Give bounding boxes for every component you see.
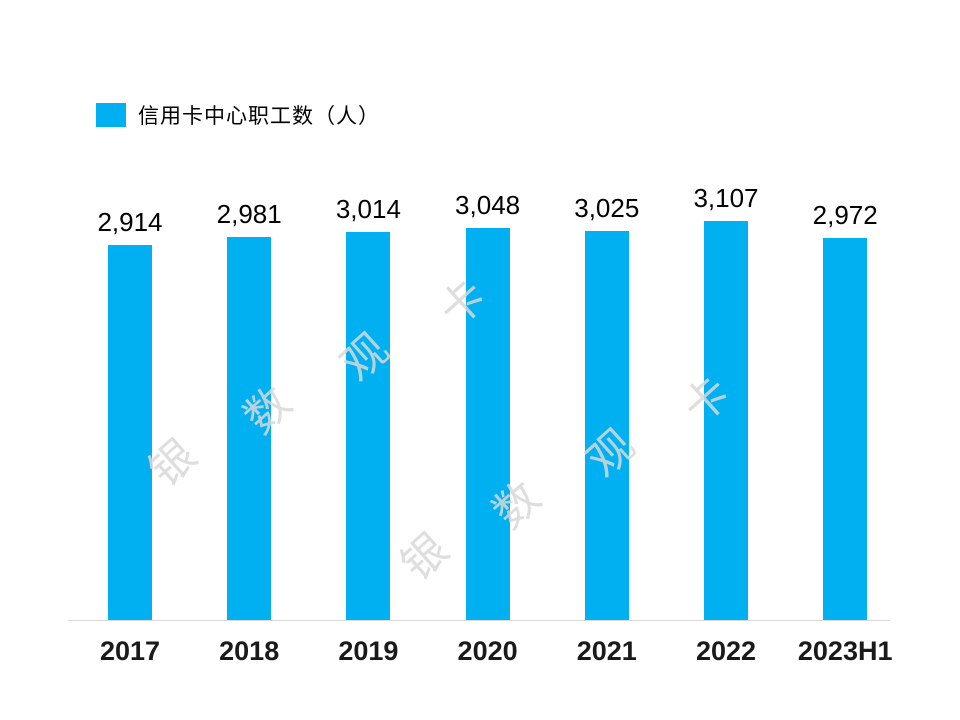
x-axis-label: 2022 — [695, 636, 757, 666]
data-label: 3,107 — [693, 183, 759, 213]
data-label: 2,981 — [216, 199, 282, 229]
bar — [465, 228, 510, 620]
x-axis-label: 2017 — [99, 636, 161, 666]
x-axis-label: 2018 — [219, 636, 280, 666]
data-label: 3,014 — [335, 194, 401, 224]
bar — [584, 231, 629, 620]
data-label: 2,972 — [812, 200, 878, 230]
bar — [227, 237, 272, 620]
bar — [108, 245, 152, 620]
bar — [704, 221, 748, 620]
data-label: 2,914 — [97, 207, 163, 237]
x-axis-label: 2021 — [576, 636, 637, 666]
bar — [823, 238, 868, 620]
legend-swatch — [96, 103, 126, 127]
x-axis-label: 2023H1 — [797, 636, 893, 666]
x-axis-label: 2019 — [338, 636, 399, 666]
data-label: 3,025 — [574, 193, 640, 223]
x-axis-label: 2020 — [457, 636, 518, 666]
data-label: 3,048 — [455, 190, 521, 220]
legend-label: 信用卡中心职工数（人） — [138, 105, 380, 128]
watermark-char: 银 — [392, 524, 458, 591]
legend: 信用卡中心职工数（人） — [96, 100, 380, 130]
bar — [346, 232, 391, 620]
x-axis-line — [68, 620, 890, 621]
